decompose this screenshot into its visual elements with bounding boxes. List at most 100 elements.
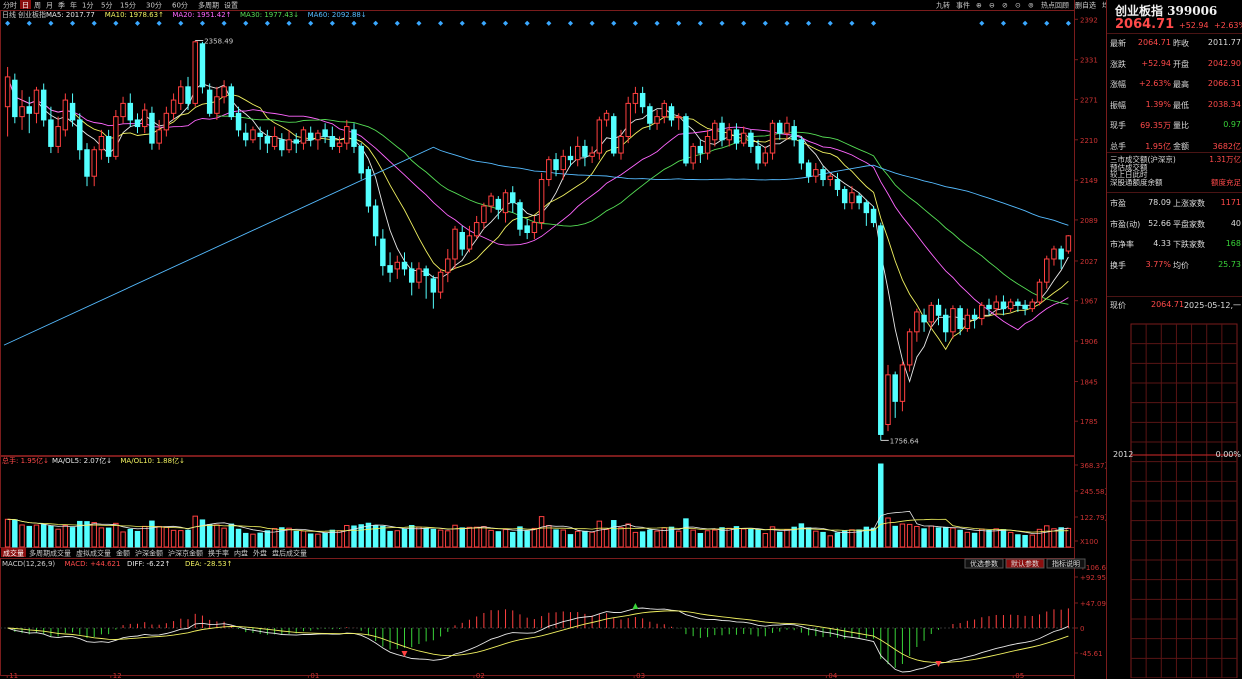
mid-tab-7[interactable]: 内盘 xyxy=(234,549,248,558)
candle-body xyxy=(791,126,797,141)
macd-tick-label: +92.95 xyxy=(1080,574,1106,582)
mid-tab-6[interactable]: 换手率 xyxy=(208,549,229,558)
mid-tab-8[interactable]: 外盘 xyxy=(253,549,267,558)
candle-body xyxy=(712,122,718,141)
volume-bar xyxy=(141,525,148,548)
volume-bar xyxy=(315,533,321,548)
macd-btn-2[interactable]: 指标说明 xyxy=(1052,559,1080,568)
volume-bar xyxy=(307,533,314,548)
volume-bar xyxy=(48,525,54,548)
volume-bar xyxy=(906,523,913,548)
mid-tab-5[interactable]: 沪深京金额 xyxy=(168,549,203,558)
candle-body xyxy=(473,222,480,237)
tab-12[interactable]: 设置 xyxy=(224,1,238,10)
candle-body xyxy=(105,135,112,157)
candle-body xyxy=(206,89,213,114)
tab-4[interactable]: 季 xyxy=(58,1,65,10)
volume-bar xyxy=(791,526,797,548)
mid-tab-0[interactable]: 成交量 xyxy=(3,549,24,558)
quote-label: 现手 xyxy=(1110,121,1126,130)
volume-bar xyxy=(733,526,740,548)
macd-btn-bg[interactable] xyxy=(964,558,1004,569)
tool-8[interactable]: 删自选 xyxy=(1075,1,1096,10)
volume-bar xyxy=(712,529,718,548)
tab-11[interactable]: 多周期 xyxy=(198,1,219,10)
candle-body xyxy=(293,139,299,144)
candle-body xyxy=(4,76,11,108)
candle-body xyxy=(777,122,783,134)
volume-bar xyxy=(639,531,646,548)
macd-btn-0[interactable]: 优选参数 xyxy=(970,559,998,568)
tab-9[interactable]: 30分 xyxy=(146,1,162,10)
tab-5[interactable]: 年 xyxy=(70,1,77,10)
tab-7[interactable]: 5分 xyxy=(101,1,112,10)
chart-bg xyxy=(0,0,1106,679)
tab-0[interactable]: 分时 xyxy=(3,1,17,10)
volume-bar xyxy=(401,528,408,548)
tool-0[interactable]: 九转 xyxy=(936,1,950,10)
signal-marker xyxy=(1044,20,1050,26)
volume-bar xyxy=(293,530,299,548)
volume-bar xyxy=(574,530,581,548)
volume-bar xyxy=(1058,527,1064,548)
candle-body xyxy=(618,135,624,154)
macd-btn-bg[interactable] xyxy=(1005,558,1045,569)
candle-body xyxy=(91,149,97,177)
mid-tab-3[interactable]: 金额 xyxy=(116,549,130,558)
month-label: 12 xyxy=(113,672,122,679)
mid-tab-9[interactable]: 盘后成交量 xyxy=(272,549,307,558)
quote-value: 2042.90 xyxy=(1207,58,1241,68)
quote-panel: 创业板指 399006 2064.71 +52.94 +2.63% 最新 2064… xyxy=(1106,0,1242,679)
candle-body xyxy=(928,304,935,323)
volume-bar xyxy=(19,524,25,548)
tool-4[interactable]: ⊘ xyxy=(1002,2,1008,10)
candle-body xyxy=(1065,235,1072,252)
tab-1[interactable]: 日 xyxy=(22,2,29,10)
candle-body xyxy=(841,188,848,204)
candle-body xyxy=(336,142,343,147)
candle-body xyxy=(401,261,408,270)
tool-9[interactable]: 均线 xyxy=(1102,1,1106,10)
candle-body xyxy=(531,222,538,233)
tool-1[interactable]: 事件 xyxy=(956,1,970,10)
mid-tab-2[interactable]: 虚拟成交量 xyxy=(76,549,111,558)
mid-tab-selected-bg xyxy=(1,548,26,557)
market-stat-label: 预估成交额 xyxy=(1110,162,1148,172)
quote-value: 1.39% xyxy=(1145,99,1171,109)
separator xyxy=(1107,33,1242,34)
tab-2[interactable]: 周 xyxy=(34,2,41,10)
macd-btn-bg[interactable] xyxy=(1046,558,1086,569)
mid-tab-4[interactable]: 沪深金额 xyxy=(135,549,163,558)
tab-3[interactable]: 月 xyxy=(46,2,53,10)
candle-body xyxy=(878,225,884,435)
tool-3[interactable]: ⊖ xyxy=(989,2,995,10)
tool-5[interactable]: ⊙ xyxy=(1015,2,1021,10)
candle-body xyxy=(437,271,444,293)
quote-label: 涨幅 xyxy=(1110,80,1126,89)
vol-legend-item: 总手: 1.95亿↓ xyxy=(2,456,49,465)
volume-bar xyxy=(524,530,530,548)
candle-body xyxy=(574,145,581,161)
tool-7[interactable]: 热点回顾 xyxy=(1041,1,1069,10)
macd-btn-1[interactable]: 默认参数 xyxy=(1011,559,1039,568)
quote-label: 量比 xyxy=(1173,121,1189,130)
tab-6[interactable]: 1分 xyxy=(82,1,93,10)
volume-bar xyxy=(647,529,653,548)
tick-grid xyxy=(1130,323,1238,678)
tool-6[interactable]: ⊚ xyxy=(1028,2,1034,10)
quote-label: 下跌家数 xyxy=(1173,240,1205,249)
candle-body xyxy=(1022,304,1028,310)
tool-2[interactable]: ⊕ xyxy=(976,2,982,10)
quote-value: 4.33 xyxy=(1153,239,1171,248)
volume-bar xyxy=(55,528,61,548)
candle-body xyxy=(935,304,942,316)
candle-body xyxy=(279,139,285,151)
volume-bar xyxy=(870,527,877,548)
mid-tab-1[interactable]: 多周期成交量 xyxy=(29,549,71,558)
tab-8[interactable]: 15分 xyxy=(120,1,136,10)
price-tick-label: 1785 xyxy=(1080,418,1098,426)
volume-bar xyxy=(777,531,783,548)
last-price: 2064.71 xyxy=(1115,17,1175,32)
tab-10[interactable]: 60分 xyxy=(172,1,188,10)
volume-bar xyxy=(784,529,790,548)
